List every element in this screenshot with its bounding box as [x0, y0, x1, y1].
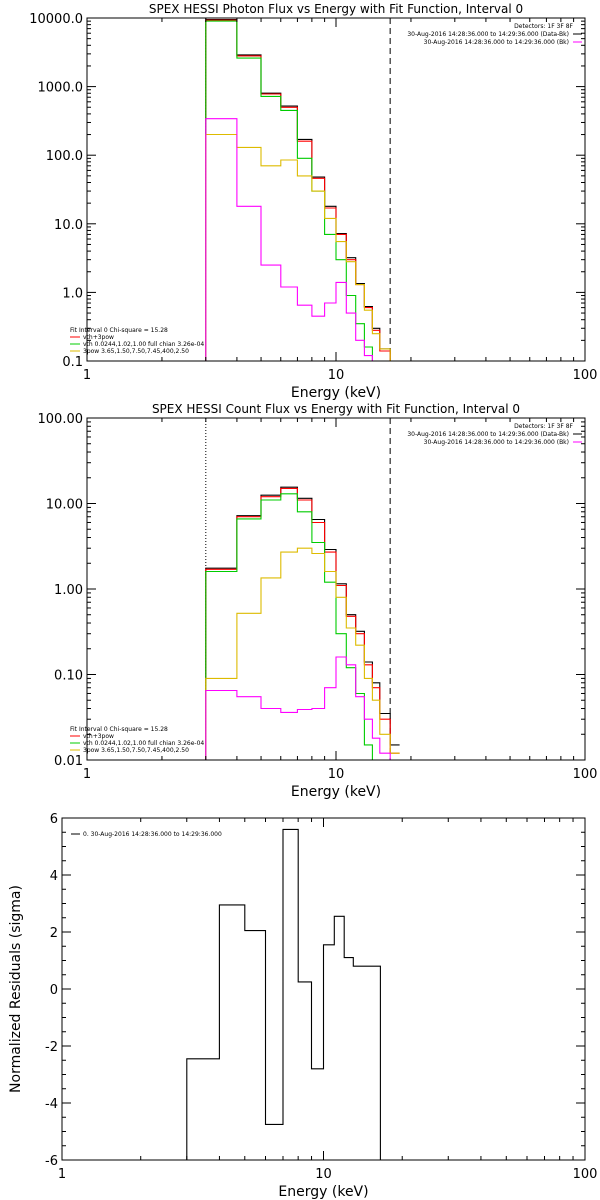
legend-entry-label: 0. 30-Aug-2016 14:28:36.000 to 14:29:36.… [83, 831, 222, 838]
legend-entry-label: vth 0.0244,1.02,1.00 full chian 3.26e-04 [83, 341, 204, 348]
legend-header: Detectors: 1F 3F 8F [514, 23, 573, 30]
y-tick-label: -2 [45, 1040, 58, 1055]
legend-entry-label: 30-Aug-2016 14:28:36.000 to 14:29:36.000… [407, 431, 569, 438]
y-tick-label: 10000.0 [29, 12, 83, 27]
series-total [205, 487, 400, 760]
series-bkg [205, 118, 373, 361]
plot-frame [86, 17, 586, 362]
x-axis-label: Energy (keV) [291, 784, 381, 800]
series-data [205, 486, 400, 760]
chart-title: SPEX HESSI Count Flux vs Energy with Fit… [152, 402, 520, 416]
legend-entry-label: 3pow 3.65,1.50,7.50,7.45,400,2.50 [83, 747, 189, 754]
legend-entry-label: 30-Aug-2016 14:28:36.000 to 14:29:36.000… [407, 31, 569, 38]
y-tick-label: 1.00 [54, 583, 83, 598]
y-tick-label: 10.0 [54, 218, 83, 233]
x-tick-label: 10 [328, 767, 345, 782]
y-tick-label: 6 [50, 812, 58, 827]
fit-interval-label: Fit Interval 0 Chi-square = 15.28 [70, 726, 168, 733]
y-tick-label: 1000.0 [38, 81, 84, 96]
x-tick-label: 1 [83, 368, 91, 383]
x-tick-label: 100 [573, 1167, 598, 1182]
series-residuals [186, 828, 381, 1160]
y-tick-label: 100.0 [46, 149, 83, 164]
x-axis-label: Energy (keV) [291, 385, 381, 401]
y-tick-label: 0.01 [54, 754, 83, 769]
legend-entry-label: 30-Aug-2016 14:28:36.000 to 14:29:36.000… [424, 39, 569, 46]
legend-entry-label: 3pow 3.65,1.50,7.50,7.45,400,2.50 [83, 348, 189, 355]
legend-entry-label: vth+3pow [83, 733, 114, 740]
y-tick-label: 10.00 [46, 498, 83, 513]
plot-area [205, 418, 400, 760]
y-tick-label: 1.0 [62, 286, 83, 301]
y-tick-label: 0 [50, 983, 58, 998]
y-axis-label: Normalized Residuals (sigma) [8, 885, 24, 1093]
legend-fit: Fit Interval 0 Chi-square = 15.28vth+3po… [70, 327, 204, 355]
x-tick-label: 10 [328, 368, 345, 383]
x-tick-label: 100 [573, 368, 598, 383]
x-tick-label: 1 [83, 767, 91, 782]
fit-interval-label: Fit Interval 0 Chi-square = 15.28 [70, 327, 168, 334]
legend-top: 0. 30-Aug-2016 14:28:36.000 to 14:29:36.… [71, 831, 222, 838]
chart-title: SPEX HESSI Photon Flux vs Energy with Fi… [149, 2, 523, 16]
x-tick-label: 10 [315, 1167, 332, 1182]
series-3pow [205, 547, 400, 760]
legend-entry-label: vth+3pow [83, 334, 114, 341]
plot-area [205, 18, 400, 361]
x-axis-label: Energy (keV) [278, 1184, 368, 1200]
series-3pow [205, 133, 400, 361]
x-tick-label: 100 [573, 767, 598, 782]
y-tick-label: 0.10 [54, 669, 83, 684]
series-total [205, 19, 400, 361]
series-vth [205, 493, 381, 760]
chart-panel-2: 1 10 100 -6 -4 -2 0 2 4 6 Energy (keV) Normalized R… [8, 812, 597, 1200]
legend-fit: Fit Interval 0 Chi-square = 15.28vth+3po… [70, 726, 204, 754]
y-tick-label: 100.00 [38, 412, 84, 427]
x-tick-label: 1 [58, 1167, 66, 1182]
y-tick-label: 4 [50, 869, 58, 884]
y-tick-label: -4 [45, 1097, 58, 1112]
series-data [205, 18, 400, 361]
series-vth [205, 20, 381, 361]
y-tick-label: -6 [45, 1154, 58, 1169]
y-tick-label: 0.1 [62, 355, 83, 370]
legend-header: Detectors: 1F 3F 8F [514, 423, 573, 430]
chart-panel-0: SPEX HESSI Photon Flux vs Energy with Fi… [29, 2, 597, 401]
legend-entry-label: vth 0.0244,1.02,1.00 full chian 3.26e-04 [83, 740, 204, 747]
chart-panel-1: SPEX HESSI Count Flux vs Energy with Fit… [38, 402, 598, 800]
plot-area [186, 828, 381, 1160]
series-bkg [205, 656, 391, 760]
y-tick-label: 2 [50, 926, 58, 941]
legend-entry-label: 30-Aug-2016 14:28:36.000 to 14:29:36.000… [424, 439, 569, 446]
